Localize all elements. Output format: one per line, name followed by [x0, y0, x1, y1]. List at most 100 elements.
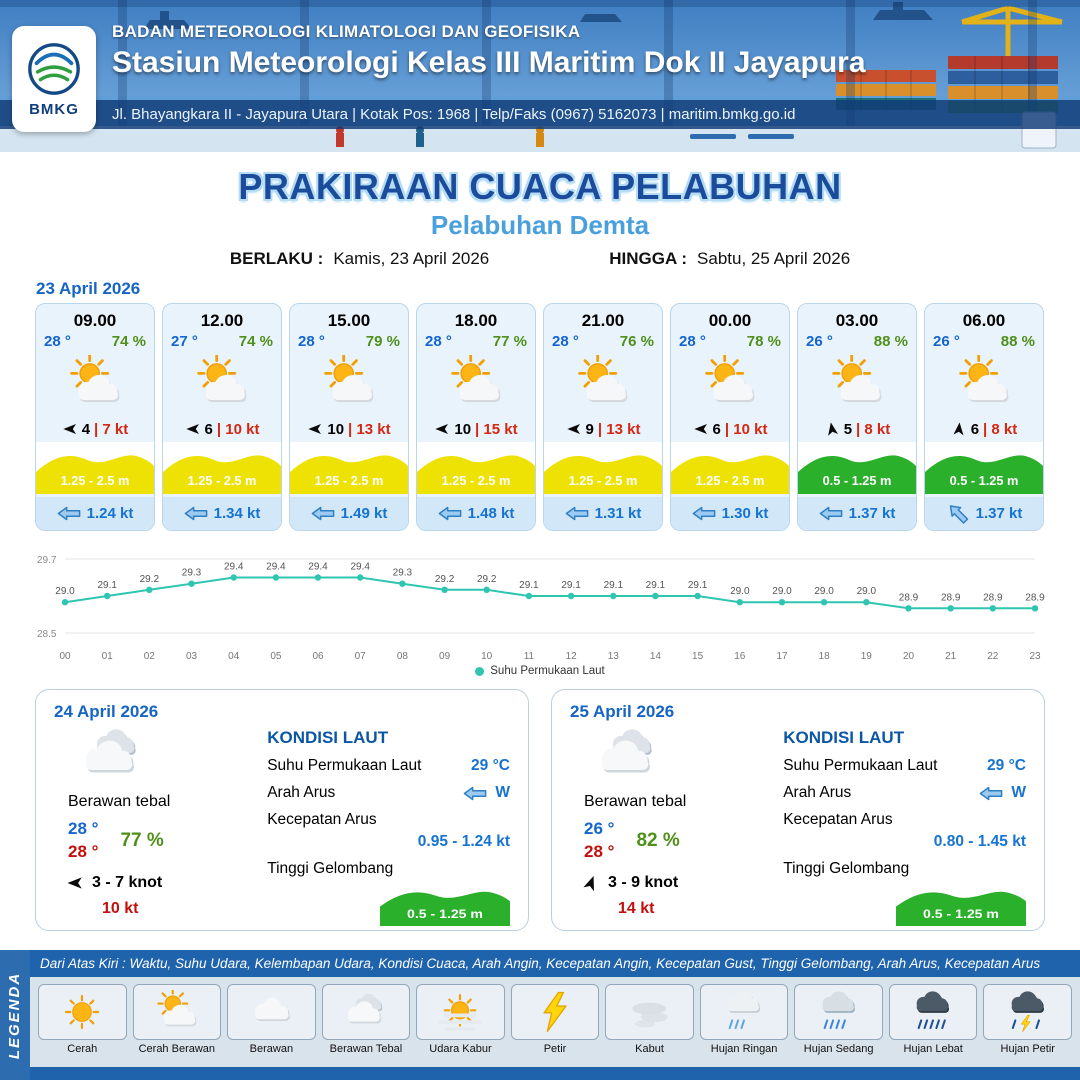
legend-label: Hujan Sedang [803, 1043, 874, 1055]
svg-text:1.25 - 2.5 m: 1.25 - 2.5 m [569, 473, 638, 488]
daily-wind-direction-icon [579, 871, 602, 894]
current-row: 1.34 kt [163, 497, 281, 530]
berlaku-label: BERLAKU : [229, 249, 324, 268]
legend-bottom-bar [30, 1067, 1080, 1080]
svg-text:06: 06 [312, 651, 324, 662]
port-name: Pelabuhan Demta [430, 210, 650, 240]
wave-height-label: Tinggi Gelombang [783, 860, 910, 877]
wave-height-band: 1.25 - 2.5 m [36, 442, 154, 494]
svg-text:16: 16 [734, 651, 746, 662]
current-row: 1.49 kt [290, 497, 408, 530]
svg-text:29.2: 29.2 [140, 574, 160, 585]
current-speed: 1.48 kt [467, 505, 515, 522]
sea-conditions-heading: KONDISI LAUT [267, 728, 389, 747]
legend-item: Berawan [227, 984, 316, 1065]
svg-text:18: 18 [819, 651, 831, 662]
svg-text:1.25 - 2.5 m: 1.25 - 2.5 m [315, 473, 384, 488]
svg-text:14: 14 [650, 651, 662, 662]
wind-row: 6 10 kt [671, 416, 789, 442]
svg-text:28.9: 28.9 [899, 592, 919, 603]
svg-text:29.0: 29.0 [814, 586, 834, 597]
wind-gust: 10 kt [217, 421, 259, 438]
current-speed: 1.49 kt [340, 505, 388, 522]
svg-text:29.0: 29.0 [730, 586, 750, 597]
hourly-forecast-card: 18.00 28 ° 77 % 10 15 kt 1.25 - 2.5 m 1.… [416, 303, 536, 531]
current-direction-icon [57, 506, 81, 521]
wind-row: 9 13 kt [544, 416, 662, 442]
wind-direction-icon [307, 421, 323, 437]
current-direction-label: Arah Arus [267, 784, 336, 801]
wave-height-band: 0.5 - 1.25 m [925, 442, 1043, 494]
legend-icon [605, 984, 694, 1040]
weather-condition-icon [163, 352, 281, 416]
forecast-time: 09.00 [73, 311, 117, 330]
current-row: 1.48 kt [417, 497, 535, 530]
daily-forecast-card: 24 April 2026 Berawan tebal 28 ° 28 ° 77… [35, 689, 529, 931]
wave-height-band: 1.25 - 2.5 m [671, 442, 789, 494]
humidity: 79 % [365, 333, 400, 350]
svg-text:22: 22 [987, 651, 999, 662]
legend-label: Berawan [249, 1043, 294, 1055]
svg-text:11: 11 [524, 651, 535, 662]
daily-wind-range: 3 - 7 knot [92, 874, 163, 891]
wind-speed: 6 [970, 420, 980, 438]
svg-text:00: 00 [59, 651, 71, 662]
svg-text:19: 19 [861, 651, 873, 662]
ship-silhouettes [144, 2, 933, 29]
air-temperature: 28 ° [552, 333, 579, 350]
current-direction-icon [565, 506, 589, 521]
wind-gust: 8 kt [983, 421, 1017, 438]
header: BMKG BADAN METEOROLOGI KLIMATOLOGI DAN G… [0, 0, 1080, 152]
legend-icon [794, 984, 883, 1040]
current-direction-icon [692, 506, 716, 521]
legend-title: LEGENDA [6, 971, 24, 1059]
wind-row: 10 15 kt [417, 416, 535, 442]
chart-legend-label: Suhu Permukaan Laut [490, 665, 605, 677]
legend-title-strip: LEGENDA [0, 950, 30, 1080]
wave-height-band: 0.5 - 1.25 m [798, 442, 916, 494]
legend-label: Kabut [635, 1043, 664, 1055]
humidity: 76 % [619, 333, 654, 350]
bmkg-logo: BMKG [12, 26, 96, 132]
current-speed-label: Kecepatan Arus [267, 811, 377, 828]
sst-value: 29 °C [471, 757, 510, 774]
current-row: 1.37 kt [798, 497, 916, 530]
current-speed-value: 0.80 - 1.45 kt [933, 833, 1026, 850]
air-temperature: 26 ° [806, 333, 833, 350]
legend-item: Cerah Berawan [132, 984, 222, 1065]
weather-condition-icon [925, 352, 1043, 416]
current-speed-label: Kecepatan Arus [783, 811, 893, 828]
svg-text:29.4: 29.4 [308, 562, 328, 573]
legend-icon [132, 984, 222, 1040]
svg-text:02: 02 [144, 651, 156, 662]
svg-text:29.2: 29.2 [477, 574, 497, 585]
air-temperature: 28 ° [679, 333, 706, 350]
svg-text:07: 07 [355, 651, 367, 662]
wind-direction-icon [950, 420, 967, 437]
hourly-forecast-card: 15.00 28 ° 79 % 10 13 kt 1.25 - 2.5 m 1.… [289, 303, 409, 531]
current-direction-icon [944, 500, 972, 528]
air-temperature: 28 ° [298, 333, 325, 350]
hourly-cards: 09.00 28 ° 74 % 4 7 kt 1.25 - 2.5 m 1.24… [35, 303, 1045, 531]
wind-direction-icon [62, 421, 78, 437]
wave-height-badge: 0.5 - 1.25 m [380, 880, 510, 926]
svg-text:1.25 - 2.5 m: 1.25 - 2.5 m [696, 473, 765, 488]
wind-direction-icon [693, 421, 709, 437]
wind-gust: 8 kt [856, 421, 890, 438]
wind-row: 6 8 kt [925, 416, 1043, 442]
svg-text:04: 04 [228, 651, 240, 662]
current-direction-icon [438, 506, 462, 521]
svg-text:29.0: 29.0 [772, 586, 792, 597]
wave-height-band: 1.25 - 2.5 m [544, 442, 662, 494]
forecast-time: 15.00 [327, 311, 371, 330]
current-direction-icon [979, 786, 1003, 801]
hourly-forecast-card: 03.00 26 ° 88 % 5 8 kt 0.5 - 1.25 m 1.37… [797, 303, 917, 531]
weather-condition-icon [671, 352, 789, 416]
svg-text:12: 12 [566, 651, 578, 662]
legend-icon [38, 984, 127, 1040]
legend-items: Cerah Cerah Berawan Berawan Berawan Teba… [30, 977, 1080, 1067]
wind-speed: 9 [585, 420, 594, 438]
legend-label: Hujan Ringan [710, 1043, 778, 1055]
svg-text:09: 09 [439, 651, 451, 662]
